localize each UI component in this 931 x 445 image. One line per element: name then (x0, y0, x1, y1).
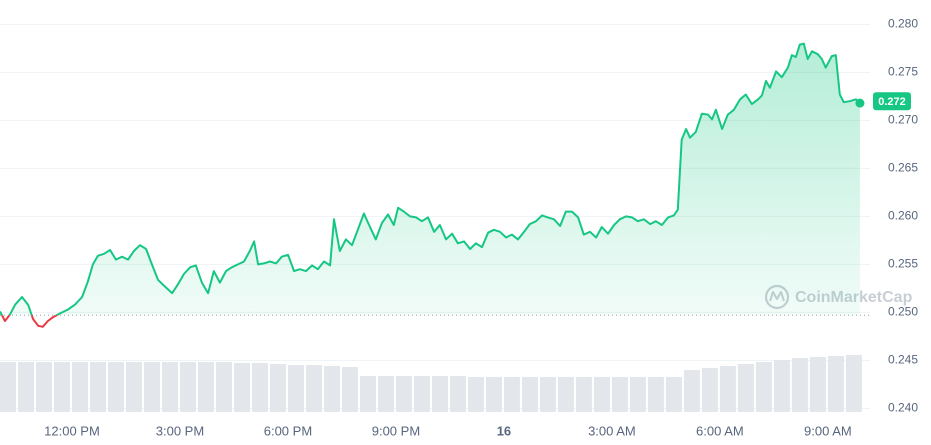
y-tick-label: 0.255 (888, 257, 918, 271)
x-tick-label: 12:00 PM (44, 423, 100, 438)
volume-bar (611, 377, 628, 412)
last-point (855, 98, 865, 108)
volume-bar (539, 377, 556, 412)
plot (0, 42, 870, 328)
volume-bar (647, 377, 664, 412)
y-tick-label: 0.260 (888, 209, 918, 223)
volume-bar (251, 363, 268, 412)
volume-bar (809, 357, 826, 412)
volume-bar (593, 377, 610, 412)
volume-bar (0, 362, 16, 412)
volume-bar (215, 362, 232, 412)
volume-bar (719, 366, 736, 412)
x-tick-label: 3:00 AM (588, 423, 636, 438)
volume-bar (35, 362, 52, 412)
volume-bar (377, 376, 394, 412)
y-tick-label: 0.265 (888, 161, 918, 175)
volume-bar (701, 368, 718, 412)
volume-bar (449, 376, 466, 412)
volume-bar (89, 362, 106, 412)
volume-bar (521, 377, 538, 412)
y-tick-label: 0.280 (888, 17, 918, 31)
y-tick-label: 0.270 (888, 113, 918, 127)
volume-bar (323, 366, 340, 412)
x-tick-label: 9:00 PM (372, 423, 420, 438)
volume-bar (71, 362, 88, 412)
current-price-label: 0.272 (878, 96, 906, 108)
axes: 0.240 0.245 0.250 0.255 0.260 0.265 0.270 0.275… (44, 17, 918, 439)
volume-bar (791, 358, 808, 412)
current-price-badge (873, 92, 911, 111)
y-tick-label: 0.275 (888, 65, 918, 79)
volume-bar (395, 376, 412, 412)
volume-bar (287, 365, 304, 412)
volume-bar (665, 377, 682, 412)
volume-bar (125, 362, 142, 412)
price-line (0, 42, 861, 316)
x-tick-label: 16 (497, 423, 511, 438)
x-tick-label: 6:00 PM (264, 423, 312, 438)
volume-bar (161, 362, 178, 412)
y-tick-label: 0.250 (888, 305, 918, 319)
volume-bar (305, 365, 322, 412)
volume-bar (737, 364, 754, 412)
volume-bar (413, 376, 430, 412)
volume-bar (755, 362, 772, 412)
volume-bar (845, 355, 862, 412)
volume-bar (269, 364, 286, 412)
volume-bar (341, 367, 358, 412)
volume-bar (17, 362, 34, 412)
price-area (0, 43, 860, 316)
volume-bar (197, 362, 214, 412)
volume-bar (629, 377, 646, 412)
volume-bar (179, 362, 196, 412)
volume-bar (467, 377, 484, 412)
volume-bar (359, 376, 376, 412)
x-tick-label: 9:00 AM (804, 423, 852, 438)
volume-bar (53, 362, 70, 412)
volume-bar (773, 360, 790, 412)
volume-bar (827, 356, 844, 412)
volume-bar (683, 370, 700, 412)
volume-bar (233, 363, 250, 412)
volume-bar (503, 377, 520, 412)
volume-bar (557, 377, 574, 412)
volume-bar (575, 377, 592, 412)
x-tick-label: 3:00 PM (156, 423, 204, 438)
volume-bars (0, 355, 862, 412)
volume-bar (107, 362, 124, 412)
x-tick-label: 6:00 AM (696, 423, 744, 438)
volume-bar (143, 362, 160, 412)
volume-bar (431, 376, 448, 412)
y-tick-label: 0.240 (888, 401, 918, 415)
y-tick-label: 0.245 (888, 353, 918, 367)
volume-bar (485, 377, 502, 412)
